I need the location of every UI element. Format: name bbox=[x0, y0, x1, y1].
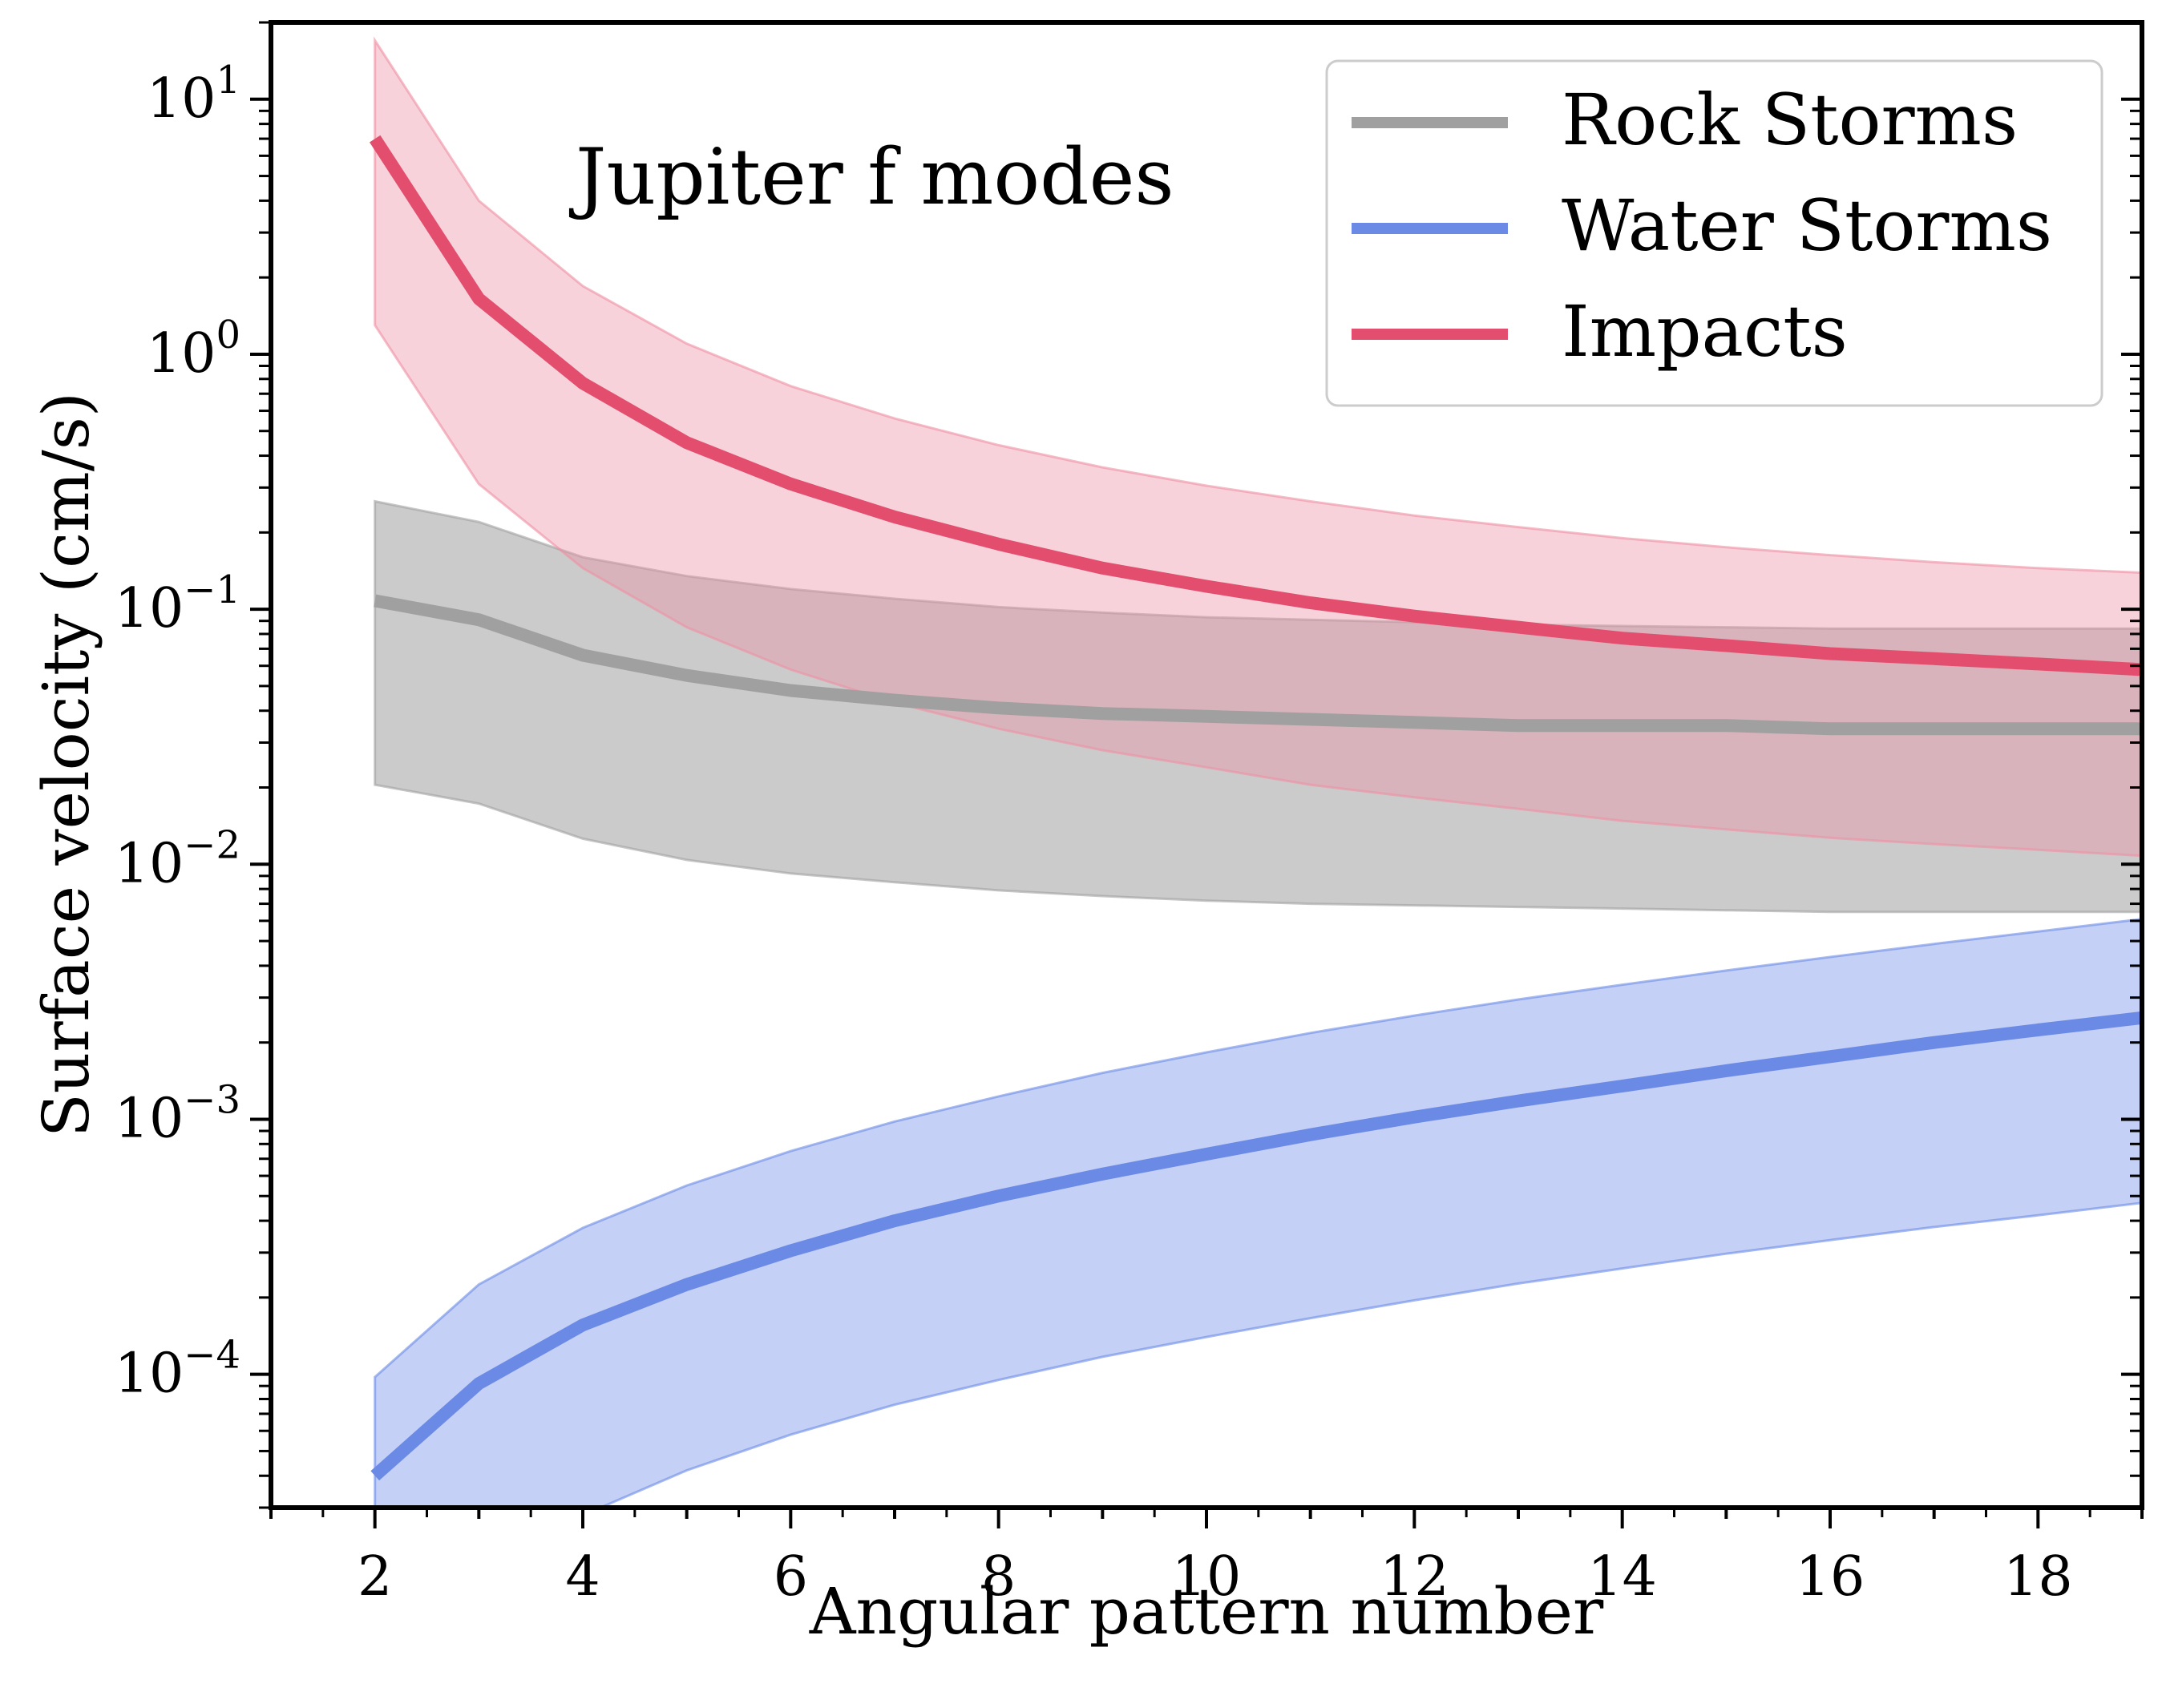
band-rock-storms bbox=[374, 499, 2142, 914]
y-tick-label-base: 10 bbox=[115, 1087, 184, 1150]
band-water-storms bbox=[374, 918, 2142, 1508]
y-tick-label-exponent: −3 bbox=[184, 1077, 240, 1122]
x-tick-label: 12 bbox=[1380, 1545, 1449, 1609]
y-axis-label: Surface velocity (cm/s) bbox=[29, 392, 103, 1137]
legend-label-rock-storms: Rock Storms bbox=[1562, 79, 2018, 161]
y-tick-label-exponent: −4 bbox=[184, 1333, 240, 1378]
y-tick-label-base: 10 bbox=[147, 67, 216, 131]
y-tick-label-base: 10 bbox=[147, 322, 216, 386]
annotation-title: Jupiter f modes bbox=[568, 132, 1174, 222]
x-tick-label: 6 bbox=[774, 1545, 808, 1609]
series-lines bbox=[369, 135, 2142, 1481]
y-tick-label: 10−4 bbox=[115, 1333, 240, 1406]
legend-label-impacts: Impacts bbox=[1562, 290, 1848, 373]
x-tick-label: 8 bbox=[981, 1545, 1016, 1609]
x-tick-label: 16 bbox=[1796, 1545, 1865, 1609]
y-tick-label: 10−3 bbox=[115, 1077, 240, 1150]
x-tick-label: 14 bbox=[1587, 1545, 1657, 1609]
x-tick-label: 4 bbox=[565, 1545, 600, 1609]
line-rock-storms bbox=[374, 594, 2142, 736]
y-tick-label: 101 bbox=[147, 58, 240, 131]
line-impacts bbox=[369, 135, 2142, 676]
y-tick-label-base: 10 bbox=[115, 1343, 184, 1406]
y-tick-label: 10−2 bbox=[115, 822, 240, 895]
y-tick-label-exponent: 1 bbox=[216, 58, 240, 103]
x-axis-label: Angular pattern number bbox=[809, 1574, 1604, 1649]
x-axis-ticks: 2 4 6 8 10 12 14 16 18 bbox=[269, 1508, 2144, 1609]
x-tick-label: 2 bbox=[358, 1545, 392, 1609]
y-tick-label: 10−1 bbox=[115, 567, 240, 640]
y-tick-label-exponent: −1 bbox=[184, 567, 240, 612]
line-water-storms bbox=[370, 1011, 2142, 1481]
y-tick-label-exponent: −2 bbox=[184, 822, 240, 867]
legend-box bbox=[1325, 59, 2103, 407]
y-tick-label-base: 10 bbox=[115, 832, 184, 895]
legend-label-water-storms: Water Storms bbox=[1562, 184, 2052, 267]
x-tick-label: 18 bbox=[2003, 1545, 2073, 1609]
x-tick-label: 10 bbox=[1172, 1545, 1242, 1609]
confidence-bands bbox=[374, 36, 2142, 1508]
y-tick-label-exponent: 0 bbox=[216, 313, 240, 357]
y-tick-label-base: 10 bbox=[115, 577, 184, 640]
legend: Rock Storms Water Storms Impacts bbox=[1325, 59, 2103, 407]
y-tick-label: 100 bbox=[147, 313, 240, 386]
